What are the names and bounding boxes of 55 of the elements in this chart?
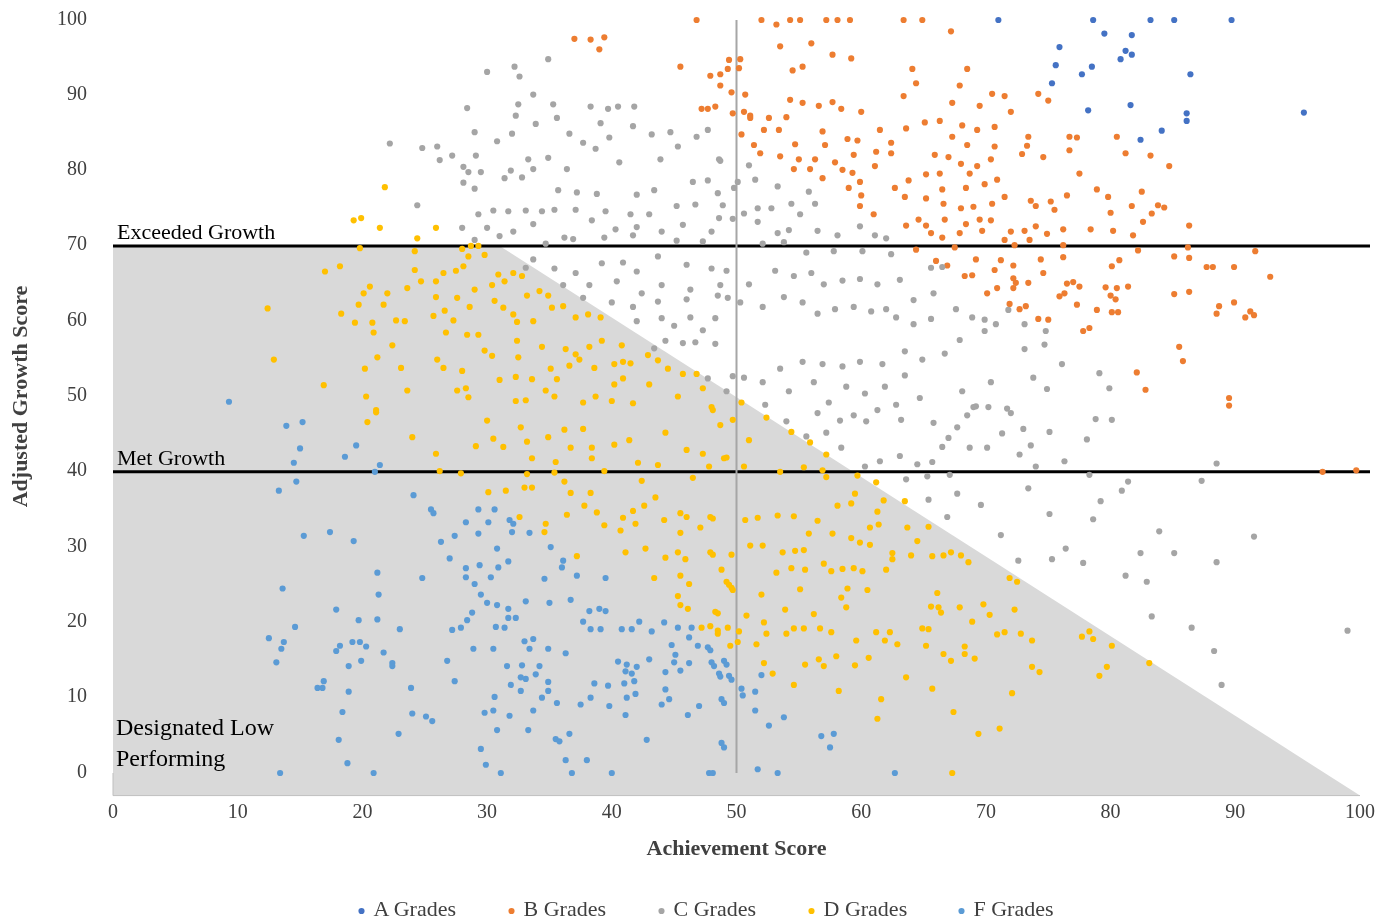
y-tick-label: 70 — [67, 232, 87, 255]
point — [1117, 56, 1124, 63]
x-tick-label: 0 — [108, 800, 118, 823]
y-tick-label: 80 — [67, 157, 87, 180]
x-tick-label: 60 — [851, 800, 872, 823]
point — [1128, 31, 1135, 39]
point — [1147, 16, 1154, 24]
point — [1127, 102, 1134, 109]
x-tick-label: 100 — [1345, 800, 1375, 823]
point — [1183, 110, 1190, 117]
ref-line-label: Exceeded Growth — [117, 218, 276, 244]
point — [1228, 16, 1235, 24]
ref-line-label: Met Growth — [117, 444, 226, 470]
point — [1183, 117, 1190, 124]
x-tick-label: 40 — [601, 800, 622, 823]
y-tick-label: 60 — [67, 307, 87, 330]
x-tick-label: 20 — [352, 800, 373, 823]
point — [1088, 63, 1095, 70]
y-tick-label: 50 — [67, 383, 87, 406]
point — [1137, 136, 1144, 143]
x-tick-label: 50 — [726, 800, 747, 823]
point — [1090, 16, 1097, 24]
y-tick-label: 0 — [77, 759, 87, 782]
x-axis-title: Achievement Score — [646, 834, 827, 860]
legend-label: D Grades — [823, 896, 908, 922]
point — [1052, 62, 1059, 69]
x-tick-label: 10 — [227, 800, 248, 823]
point — [1122, 47, 1129, 54]
y-tick-label: 20 — [67, 608, 87, 631]
legend-label: B Grades — [523, 896, 606, 922]
y-tick-label: 100 — [57, 6, 87, 29]
x-tick-label: 30 — [477, 800, 498, 823]
point — [1128, 51, 1135, 58]
point — [1101, 30, 1108, 37]
legend-label: C Grades — [673, 896, 756, 922]
point — [1171, 16, 1178, 24]
y-tick-label: 90 — [67, 81, 87, 104]
x-tick-label: 70 — [975, 800, 996, 823]
point — [1085, 107, 1092, 114]
annotation: Designated Low Performing — [116, 714, 275, 771]
y-tick-label: 40 — [67, 458, 87, 481]
legend-label: A Grades — [373, 896, 456, 922]
y-tick-label: 10 — [67, 684, 87, 707]
point — [1056, 44, 1063, 51]
point — [995, 16, 1002, 24]
point — [1187, 71, 1194, 78]
y-tick-label: 30 — [67, 533, 87, 556]
point — [1300, 109, 1307, 116]
point — [1158, 127, 1165, 134]
point — [1078, 71, 1086, 78]
legend-label: F Grades — [973, 896, 1054, 922]
x-tick-label: 90 — [1225, 800, 1246, 823]
point — [1048, 80, 1056, 87]
y-axis-title: Adjusted Growth Score — [7, 285, 33, 508]
x-tick-label: 80 — [1100, 800, 1121, 823]
